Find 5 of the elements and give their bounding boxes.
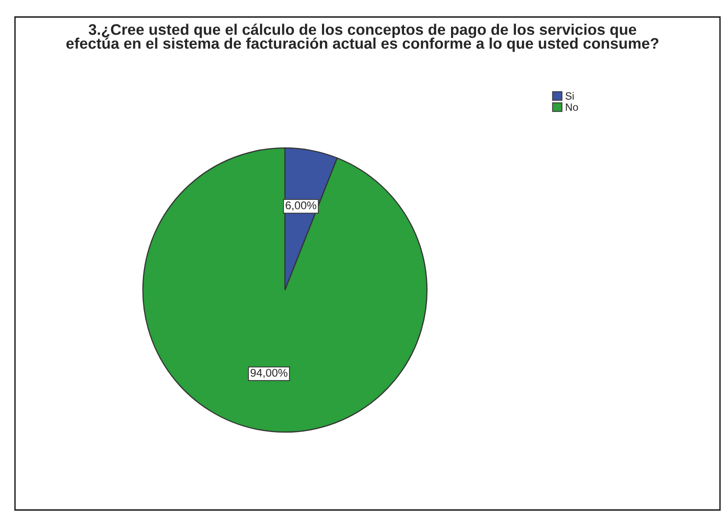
data-label: 6,00% xyxy=(286,201,316,211)
data-label: 94,00% xyxy=(250,368,288,378)
legend-label: Si xyxy=(566,92,574,100)
chart-title: 3.¿Cree usted que el cálculo de los conceptos de pago de los servicios que efectúa en el sistema de facturación actual es conforme a lo que usted consume? xyxy=(66,24,658,52)
legend-label: No xyxy=(566,104,578,111)
